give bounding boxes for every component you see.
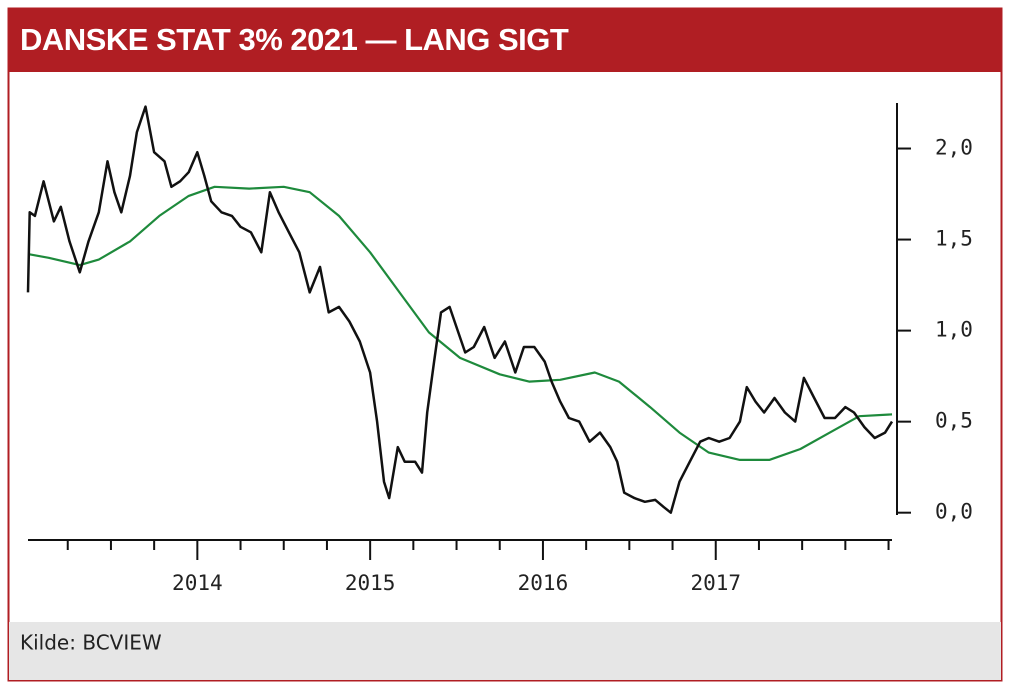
x-tick-label: 2017	[690, 571, 741, 595]
y-tick-label: 0,5	[935, 409, 973, 433]
header	[8, 8, 1002, 72]
source: Kilde: BCVIEW	[20, 631, 162, 655]
x-tick-label: 2015	[345, 571, 396, 595]
chart-title: DANSKE STAT 3% 2021 — LANG SIGT	[20, 22, 569, 57]
y-tick-label: 1,5	[935, 227, 973, 251]
series-line	[27, 185, 893, 461]
footer	[9, 622, 1001, 680]
y-tick-label: 0,0	[935, 500, 973, 524]
x-tick-label: 2016	[518, 571, 569, 595]
y-tick-label: 2,0	[935, 136, 973, 160]
x-tick-label: 2014	[172, 571, 223, 595]
y-tick-label: 1,0	[935, 318, 973, 342]
series-line	[26, 105, 894, 514]
